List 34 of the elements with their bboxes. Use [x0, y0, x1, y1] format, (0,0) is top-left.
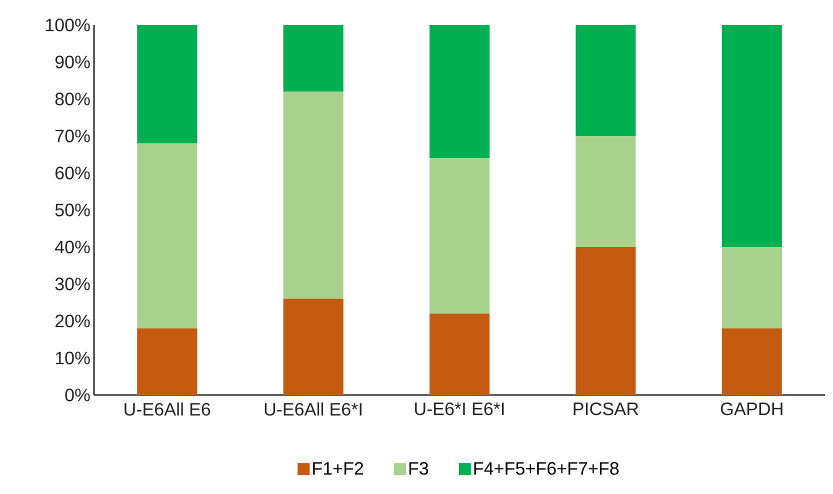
- bar: [430, 158, 490, 314]
- x-tick-label: U-E6*I E6*I: [415, 402, 504, 416]
- legend-label: F4+F5+F6+F7+F8: [474, 462, 619, 475]
- bar: [576, 246, 636, 395]
- y-tick-label: 40%: [55, 240, 90, 254]
- bar: [283, 92, 344, 299]
- y-tick-label: 20%: [56, 314, 90, 328]
- y-tick-label: 60%: [56, 166, 90, 180]
- y-tick-label: 50%: [55, 204, 90, 216]
- y-tick-label: 100%: [46, 18, 90, 32]
- bar: [430, 24, 490, 158]
- bar: [283, 24, 344, 92]
- y-tick-label: 80%: [55, 92, 90, 106]
- bar: [722, 328, 782, 395]
- bar: [722, 246, 782, 328]
- legend-label: F3: [409, 462, 428, 475]
- y-tick-label: 90%: [55, 56, 90, 68]
- bar: [137, 143, 198, 328]
- bar: [137, 24, 198, 144]
- x-tick-label: GAPDH: [720, 402, 782, 416]
- y-tick-label: 30%: [55, 278, 90, 290]
- bar: [137, 328, 198, 395]
- bar: [722, 24, 782, 247]
- y-tick-label: 10%: [56, 352, 90, 364]
- y-tick-label: 0%: [65, 388, 90, 402]
- bar: [576, 24, 636, 136]
- bar: [576, 136, 636, 247]
- bar: [430, 314, 490, 395]
- x-tick-label: PICSAR: [574, 402, 638, 416]
- y-tick-label: 70%: [56, 130, 90, 142]
- legend-label: F1+F2: [313, 462, 364, 475]
- bar: [283, 298, 344, 395]
- x-tick-label: U-E6All E6*I: [264, 402, 362, 416]
- x-tick-label: U-E6All E6: [124, 402, 210, 416]
